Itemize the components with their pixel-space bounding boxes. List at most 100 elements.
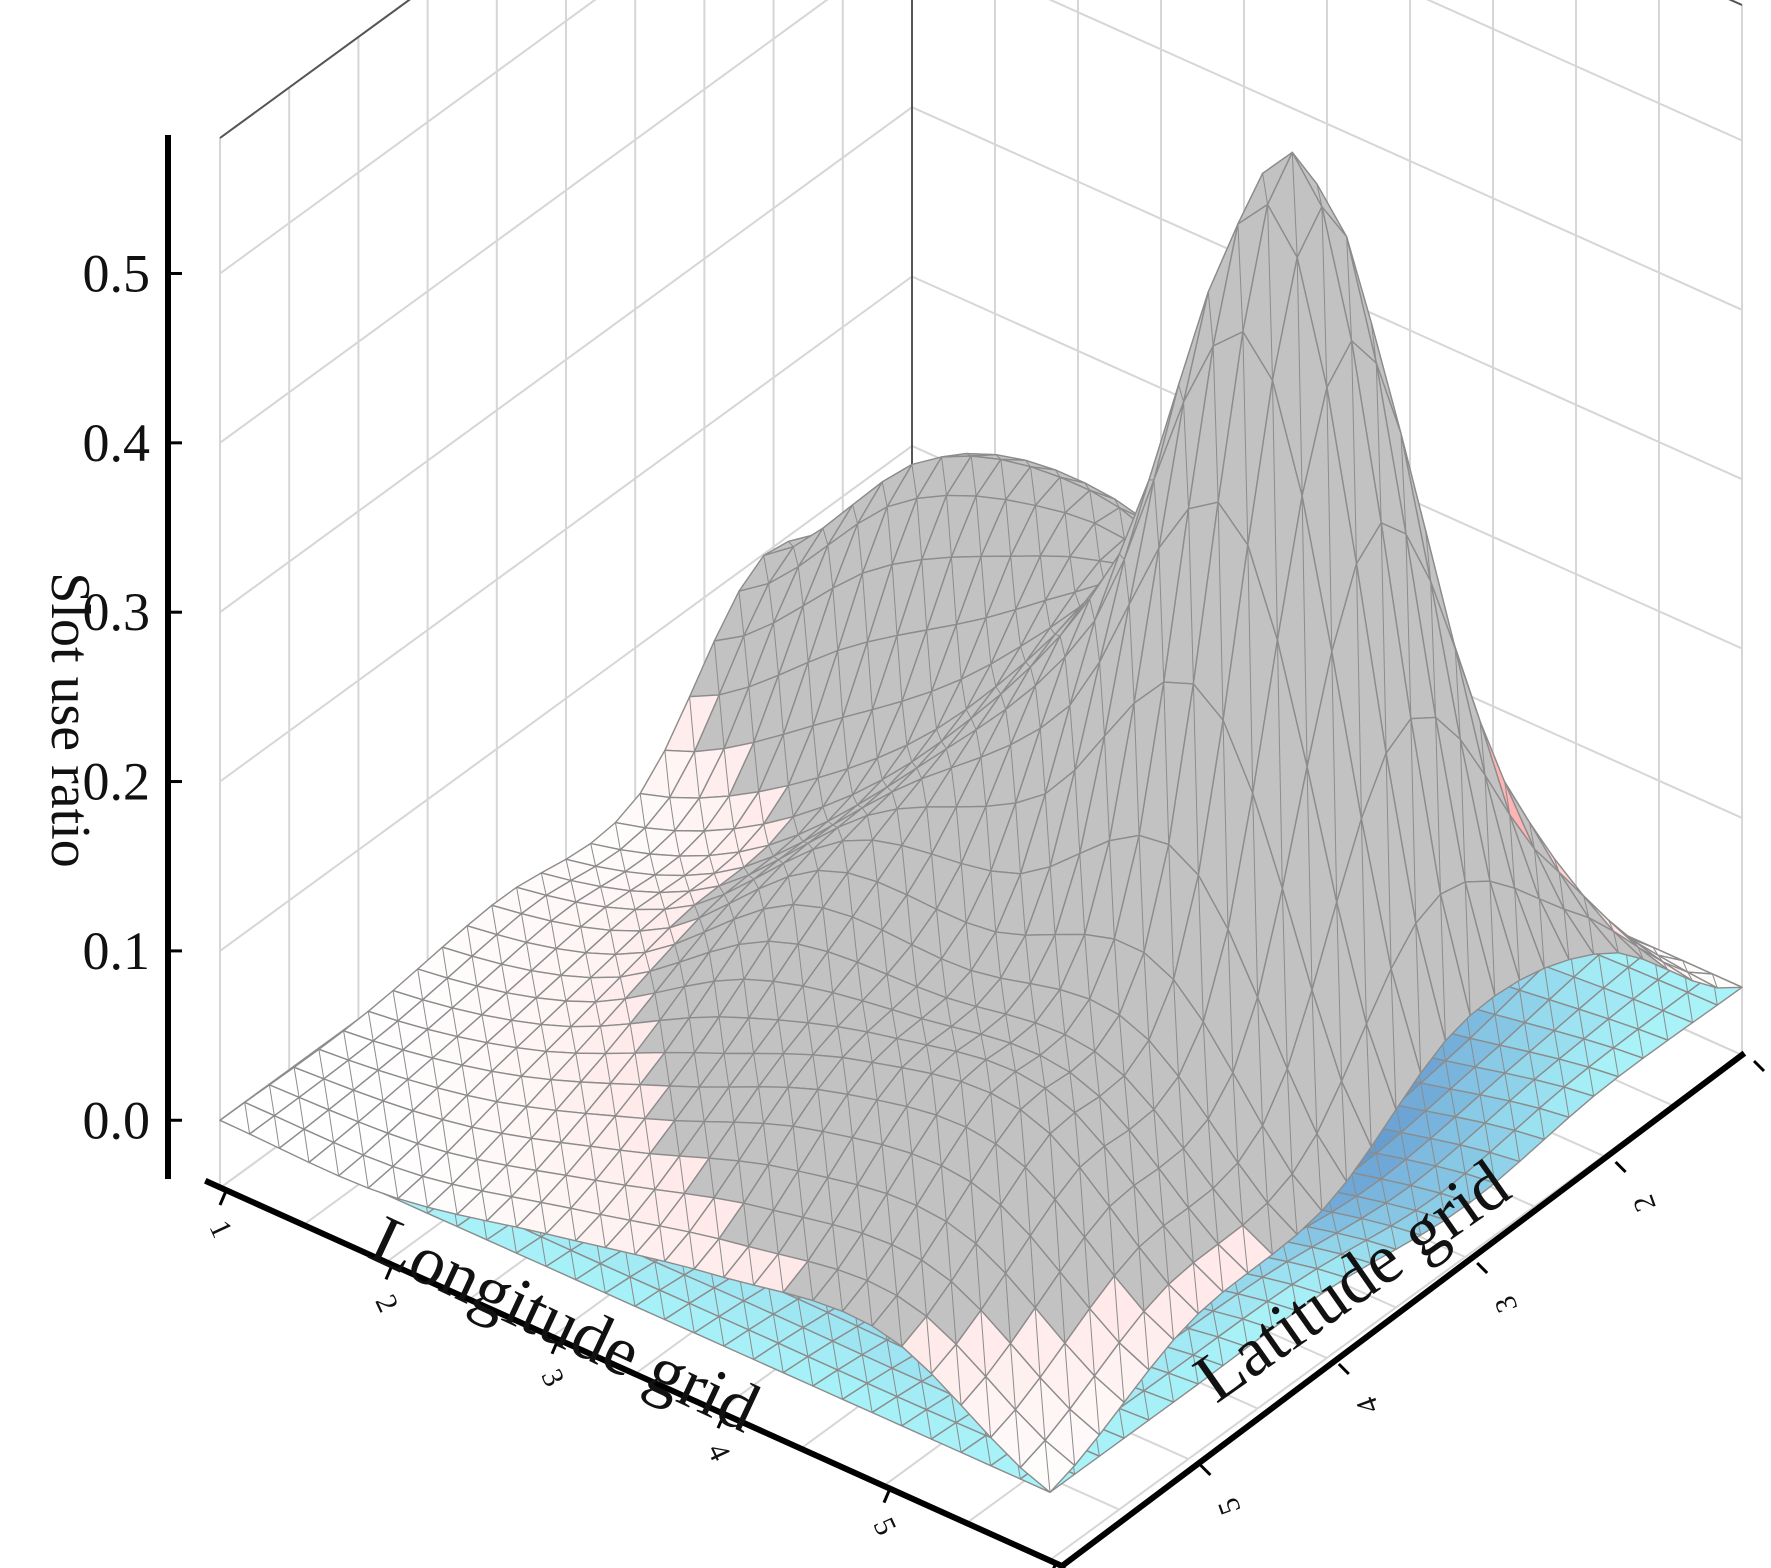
upper-surface-cell-diagonal (1039, 1055, 1046, 1089)
upper-surface-cell-diagonal (975, 496, 982, 557)
upper-surface-cell-diagonal (644, 952, 651, 972)
upper-surface-cell-diagonal (1158, 548, 1165, 683)
upper-surface-cell-diagonal (827, 1177, 834, 1225)
lower-surface-cell-diagonal (1573, 976, 1580, 1010)
upper-surface-cell-diagonal (851, 1137, 858, 1185)
upper-surface-cell-diagonal (1108, 1206, 1115, 1276)
upper-surface-cell-diagonal (422, 1176, 428, 1208)
upper-surface-cell-diagonal (471, 1127, 478, 1160)
lower-surface-cell-diagonal (1242, 1318, 1249, 1348)
upper-surface-cell-diagonal (550, 1079, 557, 1111)
upper-surface-cell-diagonal (1237, 1162, 1244, 1226)
upper-surface-cell-diagonal (1079, 853, 1086, 935)
upper-surface-cell-diagonal (624, 871, 631, 891)
upper-surface-cell-diagonal (506, 1165, 512, 1197)
upper-surface-cell-diagonal (565, 1000, 572, 1027)
x-tick-mark (1052, 1562, 1058, 1568)
upper-surface-cell-diagonal (797, 944, 804, 987)
upper-surface-cell-diagonal (768, 583, 775, 624)
lower-surface-cell-diagonal (856, 1326, 863, 1355)
upper-surface-cell-diagonal (461, 1065, 468, 1096)
upper-surface-cell-diagonal (1138, 1247, 1145, 1312)
upper-surface-cell-diagonal (807, 842, 814, 850)
upper-surface-cell-diagonal (1014, 1409, 1021, 1468)
upper-surface-cell-diagonal (945, 997, 952, 1027)
upper-surface-cell-diagonal (595, 866, 602, 887)
upper-surface-cell-diagonal (777, 1253, 784, 1293)
upper-surface-cell-diagonal (1272, 380, 1278, 641)
upper-surface-cell-diagonal (1163, 1225, 1170, 1285)
upper-surface-cell-diagonal (684, 875, 690, 892)
upper-surface-cell-diagonal (926, 806, 933, 855)
upper-surface-cell-diagonal (1252, 793, 1259, 998)
upper-surface-cell-diagonal (1168, 1284, 1175, 1340)
upper-surface-cell-diagonal (600, 886, 606, 908)
upper-surface-cell-diagonal (1103, 1146, 1110, 1207)
upper-surface-cell-diagonal (856, 962, 863, 1001)
upper-surface-cell-diagonal (412, 1110, 419, 1144)
upper-surface-cell-diagonal (1227, 929, 1234, 1073)
lower-surface-cell-diagonal (743, 1300, 750, 1330)
upper-surface-cell-diagonal (1069, 1409, 1076, 1466)
lower-surface-cell-diagonal (748, 1329, 755, 1360)
y-tick-mark (1476, 1261, 1489, 1275)
upper-surface-cell-diagonal (446, 978, 453, 1009)
upper-surface-cell-diagonal (708, 855, 715, 874)
upper-surface-cell-diagonal (1108, 840, 1115, 940)
upper-surface (219, 151, 1743, 1494)
upper-surface-cell-diagonal (1375, 363, 1382, 523)
upper-surface-cell-diagonal (911, 464, 918, 499)
upper-surface-cell-diagonal (1341, 1081, 1348, 1182)
lower-surface-cell-diagonal (1464, 1173, 1471, 1203)
upper-surface-cell-diagonal (506, 992, 513, 1021)
upper-surface-cell-diagonal (1118, 1014, 1125, 1076)
upper-surface-cell-diagonal (590, 843, 597, 867)
upper-surface-cell-diagonal (679, 1156, 685, 1194)
upper-surface-cell-diagonal (837, 1269, 843, 1312)
upper-surface-cell-diagonal (476, 1159, 483, 1191)
upper-surface-cell-diagonal (545, 895, 552, 922)
upper-surface-cell-diagonal (1094, 620, 1101, 663)
upper-surface-cell-diagonal (1222, 720, 1229, 930)
upper-surface-cell-diagonal (432, 1057, 438, 1089)
upper-surface-cell-diagonal (955, 1344, 962, 1406)
upper-surface-cell-diagonal (940, 1165, 947, 1222)
upper-surface-cell-diagonal (669, 797, 676, 831)
upper-surface-cell-diagonal (1153, 1109, 1160, 1169)
upper-surface-cell-diagonal (1000, 978, 1007, 1015)
upper-surface-cell-diagonal (861, 1233, 868, 1281)
grid-line (219, 0, 1743, 444)
lower-surface-cell-diagonal (1212, 1310, 1219, 1338)
upper-surface-cell-diagonal (1533, 848, 1540, 899)
upper-surface-cell-diagonal (713, 640, 720, 695)
upper-surface-cell-diagonal (357, 1121, 364, 1156)
upper-surface-cell-diagonal (847, 768, 854, 795)
upper-surface-cell-diagonal (1158, 1168, 1165, 1226)
upper-surface-cell-diagonal (837, 1026, 844, 1058)
upper-surface-cell-diagonal (1099, 661, 1105, 737)
upper-surface-cell-diagonal (931, 853, 937, 910)
upper-surface-cell-diagonal (1020, 646, 1026, 663)
lower-surface-cell-diagonal (807, 1356, 814, 1387)
upper-surface-cell-diagonal (896, 808, 903, 846)
upper-surface-cell-diagonal (530, 970, 537, 998)
upper-surface-cell-diagonal (362, 1155, 369, 1189)
upper-surface-cell-diagonal (516, 887, 522, 914)
upper-surface-cell-diagonal (530, 1138, 537, 1171)
upper-surface-cell-diagonal (1267, 1202, 1273, 1255)
upper-surface-cell-diagonal (857, 523, 863, 574)
upper-surface-cell-diagonal (921, 559, 928, 631)
upper-surface-cell-diagonal (782, 1053, 789, 1088)
upper-surface-cell-diagonal (1034, 1022, 1041, 1056)
upper-surface-cell-diagonal (950, 767, 957, 807)
upper-surface-cell-diagonal (387, 1133, 394, 1167)
upper-surface-cell-diagonal (768, 845, 774, 857)
upper-surface-cell-diagonal (1504, 782, 1511, 815)
upper-surface-cell-diagonal (817, 870, 824, 908)
upper-surface-cell-diagonal (946, 495, 952, 558)
upper-surface-cell-diagonal (1089, 598, 1096, 622)
lower-surface-cell-diagonal (1237, 1293, 1244, 1320)
upper-surface-cell-diagonal (1267, 204, 1273, 381)
lower-surface-cell-diagonal (688, 1303, 695, 1333)
upper-surface-cell-diagonal (708, 952, 715, 982)
